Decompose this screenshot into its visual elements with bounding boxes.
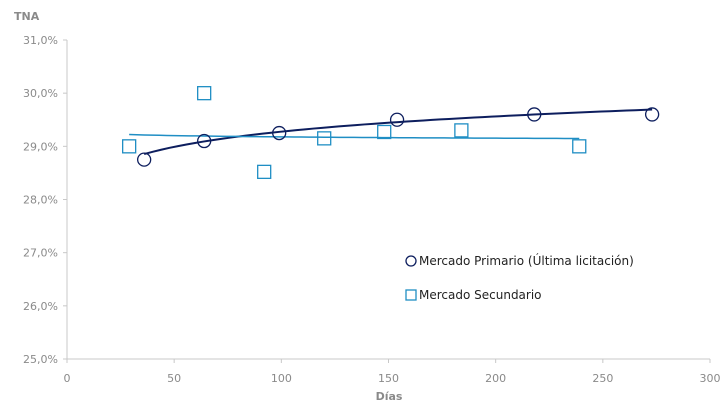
y-tick-label: 31,0% [23,34,58,47]
data-point-series-0-5 [644,107,660,122]
tick-marks [63,39,711,363]
data-point-series-0-3 [389,112,405,127]
data-point-series-0-1 [197,133,212,149]
legend: Mercado Primario (Última licitación) Mer… [405,253,634,302]
data-point-series-1-4 [377,124,392,140]
data-point-series-0-4 [527,107,542,122]
y-tick-label: 30,0% [23,87,58,100]
trend-line-series-0 [143,108,653,156]
data-point-series-1-1 [197,86,212,101]
x-tick-label: 250 [592,372,613,385]
y-axis-title: TNA [14,10,40,23]
y-tick-label: 26,0% [23,300,58,313]
data-point-series-0-0 [137,152,152,167]
data-point-series-1-0 [122,139,137,154]
data-point-series-0-2 [272,125,287,141]
x-tick-label: 300 [700,372,721,385]
data-point-series-1-2 [257,164,272,180]
x-tick-label: 200 [485,372,506,385]
legend-label-primario: Mercado Primario (Última licitación) [419,253,634,268]
data-point-series-1-3 [317,131,332,146]
legend-item-secundario: Mercado Secundario [405,288,542,302]
y-tick-labels: 25,0% 26,0% 27,0% 28,0% 29,0% 30,0% 31,0% [23,34,58,366]
data-markers [122,86,660,180]
y-tick-label: 27,0% [23,247,58,260]
y-tick-label: 28,0% [23,194,58,207]
x-tick-label: 50 [167,372,181,385]
trend-line-series-1 [129,133,580,140]
legend-label-secundario: Mercado Secundario [419,288,542,302]
data-point-series-1-5 [454,123,469,138]
legend-item-primario: Mercado Primario (Última licitación) [405,253,634,268]
y-tick-label: 29,0% [23,140,58,153]
y-tick-label: 25,0% [23,353,58,366]
x-tick-label: 0 [64,372,71,385]
data-point-series-1-6 [572,139,587,154]
trend-lines [129,108,653,156]
x-tick-label: 150 [378,372,399,385]
x-axis-title: Días [376,390,403,403]
x-tick-label: 100 [271,372,292,385]
legend-square-marker [405,289,417,301]
x-tick-labels: 0 50 100 150 200 250 300 [64,372,721,385]
legend-circle-marker [405,255,417,267]
